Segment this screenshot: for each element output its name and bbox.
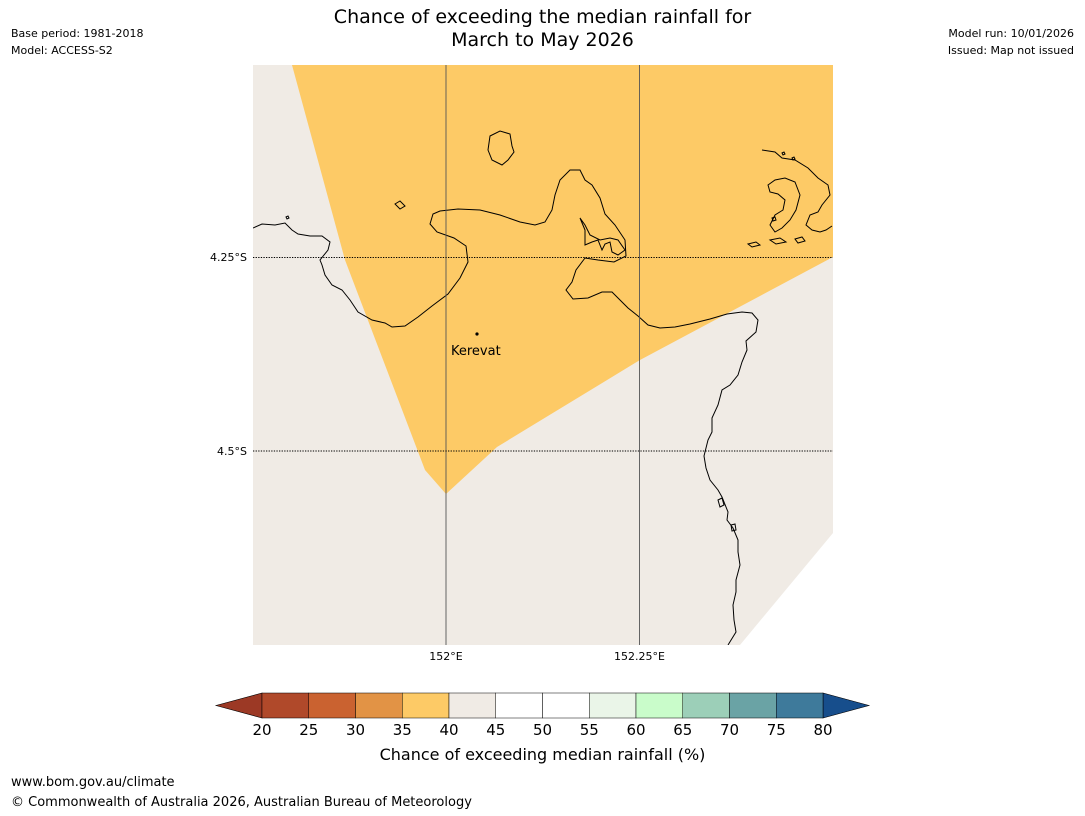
islet-east-6 <box>771 216 777 222</box>
title-line-1: Chance of exceeding the median rainfall … <box>333 6 752 28</box>
islet-east-4 <box>768 237 788 245</box>
title-line-2: March to May 2026 <box>451 29 634 51</box>
colorbar-tick-label: 65 <box>673 721 692 739</box>
islet-coast-1 <box>717 497 725 508</box>
lat-label-4-25: 4.25°S <box>210 251 247 264</box>
coastline-west <box>253 169 759 645</box>
map-area: Kerevat <box>253 65 833 645</box>
islet-coast-2 <box>730 523 737 532</box>
colorbar: 20 25 30 35 40 45 50 55 60 65 70 75 80 <box>214 692 871 739</box>
colorbar-tick-label: 80 <box>813 721 832 739</box>
lat-label-4-5: 4.5°S <box>217 445 247 458</box>
footer-url: www.bom.gov.au/climate <box>11 775 175 790</box>
colorbar-swatch <box>589 692 637 719</box>
colorbar-tick-label: 20 <box>252 721 271 739</box>
colorbar-swatch <box>495 692 543 719</box>
model-run: Model run: 10/01/2026 <box>948 27 1074 40</box>
kerevat-marker <box>475 332 479 336</box>
footer-copyright: © Commonwealth of Australia 2026, Austra… <box>11 795 472 810</box>
colorbar-title: Chance of exceeding median rainfall (%) <box>379 745 706 764</box>
islet-east-3 <box>746 241 762 248</box>
issued-status: Issued: Map not issued <box>947 44 1074 57</box>
colorbar-tick-label: 55 <box>580 721 599 739</box>
colorbar-swatch <box>682 692 730 719</box>
islet-small-2 <box>285 215 290 220</box>
colorbar-tick-label: 70 <box>720 721 739 739</box>
island-east-2 <box>767 177 801 233</box>
colorbar-swatch <box>542 692 590 719</box>
islet-east-8 <box>791 156 796 161</box>
no-data-corner <box>740 533 833 645</box>
colorbar-tick-label: 60 <box>626 721 645 739</box>
colorbar-tick-label: 30 <box>346 721 365 739</box>
model-name: Model: ACCESS-S2 <box>11 44 113 57</box>
colorbar-tick-label: 35 <box>393 721 412 739</box>
colorbar-extend-high <box>822 692 871 719</box>
colorbar-swatch <box>448 692 496 719</box>
inlet-peninsula <box>579 217 626 256</box>
base-period: Base period: 1981-2018 <box>11 27 144 40</box>
colorbar-swatch <box>776 692 824 719</box>
map-title: Chance of exceeding the median rainfall … <box>0 6 1085 52</box>
lon-label-152: 152°E <box>429 650 462 663</box>
colorbar-swatch <box>355 692 403 719</box>
metadata-left: Base period: 1981-2018 Model: ACCESS-S2 <box>11 25 143 59</box>
coastline <box>253 130 833 645</box>
gridlines <box>253 65 833 645</box>
kerevat-label: Kerevat <box>451 344 501 359</box>
metadata-right: Model run: 10/01/2026 Issued: Map not is… <box>948 25 1074 59</box>
island-east <box>761 149 833 233</box>
colorbar-swatch <box>261 692 309 719</box>
probability-35-40-region <box>292 65 833 494</box>
islet-east-7 <box>781 151 786 156</box>
colorbar-tick-label: 75 <box>767 721 786 739</box>
colorbar-tick-label: 40 <box>439 721 458 739</box>
colorbar-tick-label: 25 <box>299 721 318 739</box>
islet-east-5 <box>794 236 806 244</box>
colorbar-tick-label: 50 <box>533 721 552 739</box>
colorbar-swatch <box>308 692 356 719</box>
island-north <box>487 130 515 166</box>
colorbar-swatch <box>635 692 683 719</box>
colorbar-swatch <box>402 692 450 719</box>
islet-small-1 <box>394 200 406 210</box>
colorbar-swatch <box>729 692 777 719</box>
colorbar-tick-label: 45 <box>486 721 505 739</box>
colorbar-extend-low <box>214 692 263 719</box>
lon-label-152-25: 152.25°E <box>614 650 665 663</box>
